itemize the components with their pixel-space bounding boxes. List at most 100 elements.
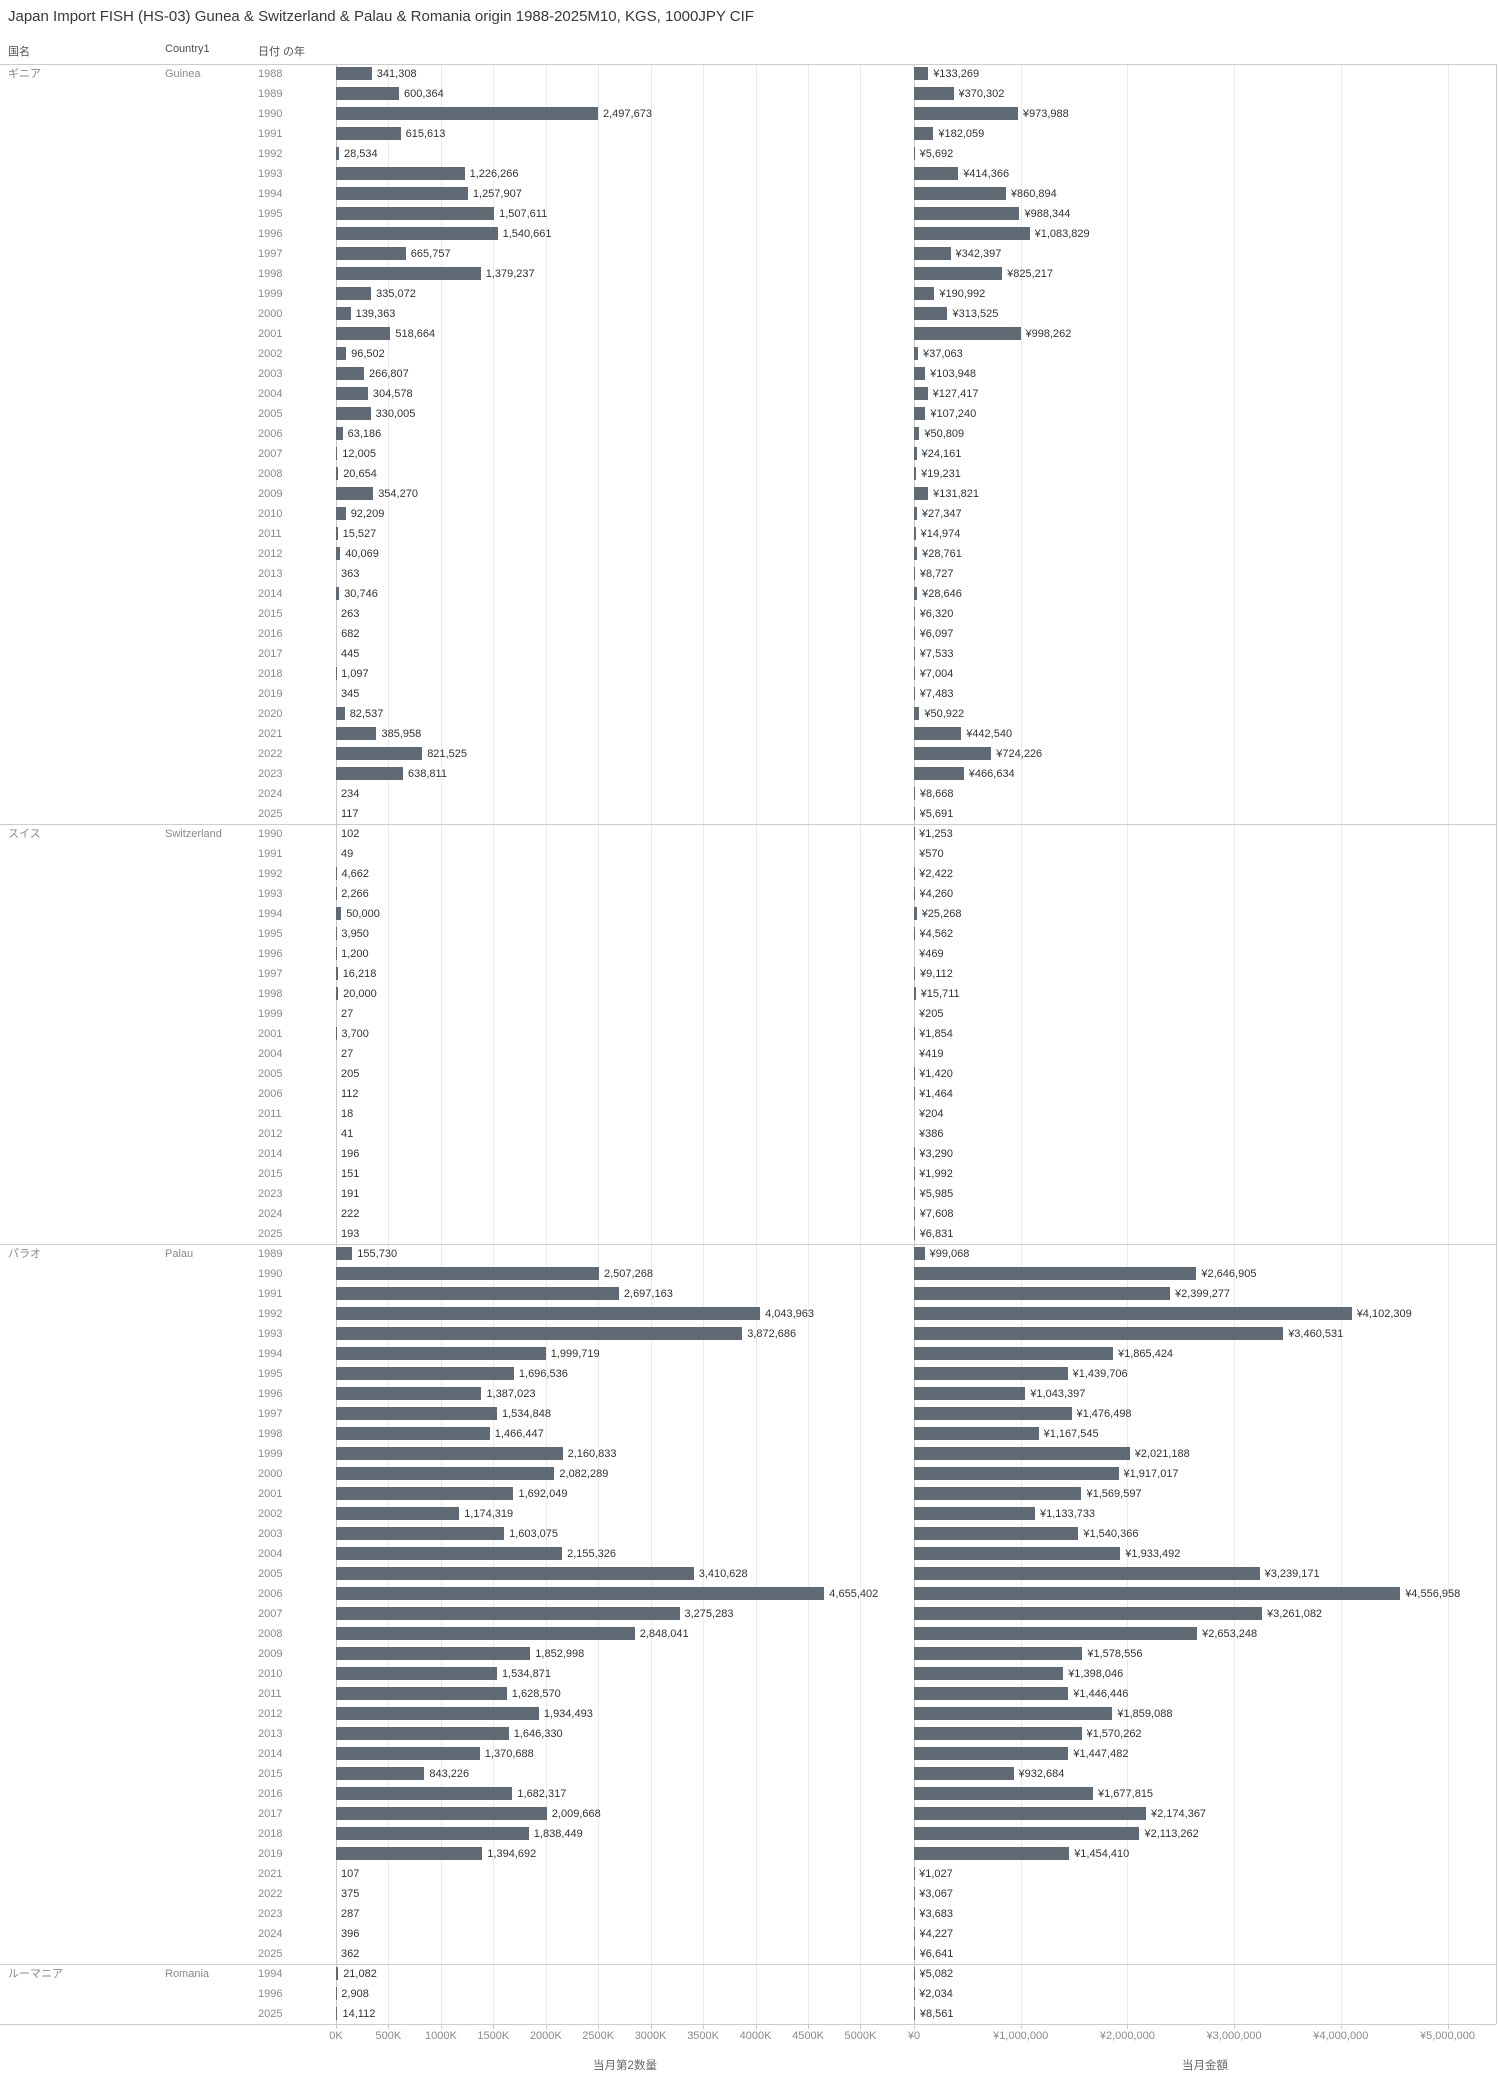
year-label[interactable]: 2006	[258, 1588, 283, 1600]
year-label[interactable]: 2021	[258, 1868, 283, 1880]
amount-bar[interactable]	[914, 107, 1018, 120]
year-label[interactable]: 2018	[258, 668, 283, 680]
amount-bar[interactable]	[914, 1487, 1082, 1500]
quantity-bar[interactable]	[336, 487, 374, 500]
year-label[interactable]: 1990	[258, 828, 283, 840]
quantity-bar[interactable]	[336, 1307, 761, 1320]
amount-bar[interactable]	[914, 1227, 915, 1240]
amount-bar[interactable]	[914, 347, 918, 360]
year-label[interactable]: 2022	[258, 1888, 283, 1900]
year-label[interactable]: 1990	[258, 108, 283, 120]
year-label[interactable]: 2011	[258, 528, 282, 540]
year-label[interactable]: 2024	[258, 788, 283, 800]
quantity-bar[interactable]	[336, 1827, 529, 1840]
quantity-bar[interactable]	[336, 1767, 425, 1780]
year-label[interactable]: 2016	[258, 628, 283, 640]
country-name-jp[interactable]: スイス	[8, 828, 41, 840]
year-label[interactable]: 2013	[258, 1728, 283, 1740]
amount-bar[interactable]	[914, 427, 920, 440]
year-label[interactable]: 2010	[258, 1668, 283, 1680]
year-label[interactable]: 2013	[258, 568, 283, 580]
year-label[interactable]: 2019	[258, 1848, 283, 1860]
amount-bar[interactable]	[914, 1787, 1094, 1800]
amount-bar[interactable]	[914, 607, 915, 620]
year-label[interactable]: 1993	[258, 168, 283, 180]
amount-bar[interactable]	[914, 667, 915, 680]
quantity-bar[interactable]	[336, 327, 391, 340]
quantity-bar[interactable]	[336, 1247, 353, 1260]
year-label[interactable]: 2011	[258, 1108, 282, 1120]
year-label[interactable]: 2024	[258, 1928, 283, 1940]
year-label[interactable]: 2006	[258, 428, 283, 440]
amount-bar[interactable]	[914, 447, 917, 460]
column-header-country-jp[interactable]: 国名	[8, 46, 30, 58]
quantity-bar[interactable]	[336, 527, 338, 540]
year-label[interactable]: 2012	[258, 548, 283, 560]
amount-bar[interactable]	[914, 1427, 1039, 1440]
year-label[interactable]: 1997	[258, 968, 283, 980]
year-label[interactable]: 2014	[258, 1748, 283, 1760]
amount-bar[interactable]	[914, 1367, 1068, 1380]
year-label[interactable]: 2018	[258, 1828, 283, 1840]
year-label[interactable]: 1988	[258, 68, 283, 80]
year-label[interactable]: 2016	[258, 1788, 283, 1800]
amount-bar[interactable]	[914, 1507, 1035, 1520]
year-label[interactable]: 1991	[258, 848, 283, 860]
amount-bar[interactable]	[914, 1687, 1069, 1700]
amount-bar[interactable]	[914, 547, 918, 560]
quantity-bar[interactable]	[336, 1527, 505, 1540]
year-label[interactable]: 1999	[258, 288, 283, 300]
amount-bar[interactable]	[914, 1327, 1284, 1340]
amount-bar[interactable]	[914, 967, 915, 980]
quantity-bar[interactable]	[336, 1367, 514, 1380]
quantity-bar[interactable]	[336, 1427, 490, 1440]
amount-bar[interactable]	[914, 1587, 1401, 1600]
amount-bar[interactable]	[914, 707, 920, 720]
amount-bar[interactable]	[914, 67, 929, 80]
year-label[interactable]: 2009	[258, 1648, 283, 1660]
amount-bar[interactable]	[914, 207, 1020, 220]
quantity-bar[interactable]	[336, 1647, 531, 1660]
amount-bar[interactable]	[914, 307, 948, 320]
quantity-bar[interactable]	[336, 247, 406, 260]
quantity-bar[interactable]	[336, 1567, 694, 1580]
amount-bar[interactable]	[914, 167, 959, 180]
year-label[interactable]: 1993	[258, 888, 283, 900]
quantity-bar[interactable]	[336, 767, 403, 780]
year-label[interactable]: 2012	[258, 1128, 283, 1140]
quantity-bar[interactable]	[336, 367, 364, 380]
quantity-bar[interactable]	[336, 1707, 539, 1720]
amount-bar[interactable]	[914, 747, 992, 760]
amount-bar[interactable]	[914, 1627, 1198, 1640]
year-label[interactable]: 2025	[258, 1948, 283, 1960]
amount-bar[interactable]	[914, 287, 935, 300]
country-name-jp[interactable]: ギニア	[8, 68, 41, 80]
year-label[interactable]: 1994	[258, 908, 283, 920]
quantity-bar[interactable]	[336, 1547, 563, 1560]
year-label[interactable]: 2020	[258, 708, 283, 720]
year-label[interactable]: 1996	[258, 228, 283, 240]
year-label[interactable]: 2001	[258, 1488, 283, 1500]
year-label[interactable]: 2001	[258, 328, 283, 340]
year-label[interactable]: 2008	[258, 1628, 283, 1640]
year-label[interactable]: 1998	[258, 1428, 283, 1440]
country-name-en[interactable]: Palau	[165, 1248, 194, 1260]
amount-bar[interactable]	[914, 727, 962, 740]
year-label[interactable]: 1992	[258, 868, 283, 880]
year-label[interactable]: 2015	[258, 608, 283, 620]
amount-bar[interactable]	[914, 1847, 1070, 1860]
amount-bar[interactable]	[914, 127, 934, 140]
amount-bar[interactable]	[914, 1967, 915, 1980]
amount-bar[interactable]	[914, 247, 951, 260]
quantity-bar[interactable]	[336, 1327, 743, 1340]
quantity-bar[interactable]	[336, 1407, 497, 1420]
year-label[interactable]: 1999	[258, 1008, 283, 1020]
amount-bar[interactable]	[914, 807, 915, 820]
quantity-bar[interactable]	[336, 187, 468, 200]
year-label[interactable]: 2000	[258, 308, 283, 320]
quantity-bar[interactable]	[336, 467, 339, 480]
quantity-bar[interactable]	[336, 407, 371, 420]
quantity-bar[interactable]	[336, 207, 495, 220]
year-label[interactable]: 2001	[258, 1028, 283, 1040]
amount-bar[interactable]	[914, 1647, 1083, 1660]
